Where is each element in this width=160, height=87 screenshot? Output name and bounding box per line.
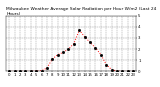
Text: Milwaukee Weather Average Solar Radiation per Hour W/m2 (Last 24 Hours): Milwaukee Weather Average Solar Radiatio… — [6, 7, 157, 16]
